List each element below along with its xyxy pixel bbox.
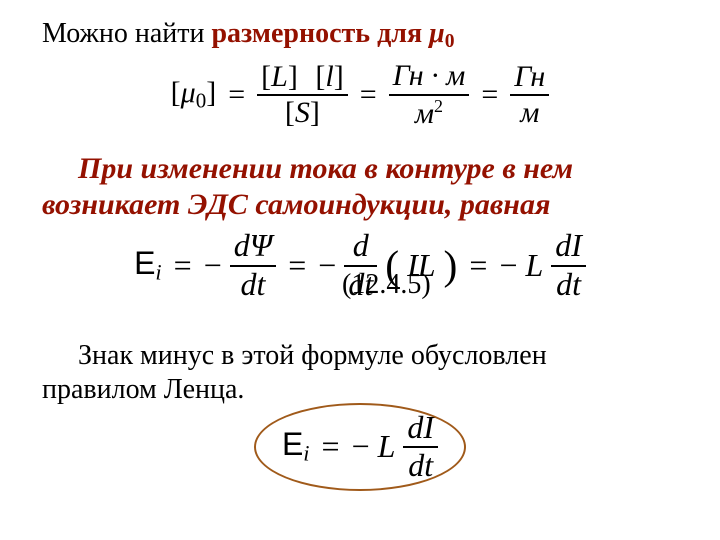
E-sym: E [134, 245, 155, 281]
mu0-sub: 0 [196, 88, 207, 112]
den: dt [552, 268, 585, 302]
l-sym: l [325, 60, 333, 93]
den2-exp: 2 [434, 96, 443, 116]
equation-number: (12.4.5) [342, 269, 431, 301]
lenz-line-1: Знак минус в этой формуле обусловлен [78, 340, 547, 371]
frac-dpsi: dΨ dt [230, 229, 277, 301]
neg: − [204, 247, 222, 284]
E-sub: i [155, 260, 161, 285]
L-sym: L [525, 247, 543, 284]
L-sym: L [271, 60, 288, 93]
br-close: ] [334, 60, 344, 93]
mu-subscript: 0 [445, 31, 455, 52]
mu-symbol: μ [429, 18, 445, 49]
num3: Гн [514, 60, 545, 93]
intro-line: Можно найти размерность для μ0 [42, 16, 678, 54]
mu0-sym: μ [181, 76, 196, 109]
den: dt [237, 268, 270, 302]
br-open: [ [171, 76, 181, 109]
frac-dI: dI dt [551, 229, 586, 301]
num2: Гн · м [393, 59, 466, 92]
E-sym: E [282, 426, 303, 462]
den3: м [520, 96, 539, 129]
frac-1: [L] [l] [S] [257, 61, 348, 129]
frac-2: Гн · м м2 [389, 60, 470, 129]
num: dΨ [230, 229, 277, 263]
br-open: [ [261, 60, 271, 93]
eq: = [170, 247, 196, 284]
emf-lhs: Ei [134, 245, 162, 286]
neg: − [499, 247, 517, 284]
neg: − [352, 428, 370, 465]
formula-final: Ei = − L dI dt [42, 411, 678, 483]
eq: = [477, 78, 502, 112]
lenz-line-2: правилом Ленца. [42, 374, 244, 405]
frac-3: Гн м [510, 61, 549, 129]
emf-statement: При изменении тока в контуре в нем возни… [42, 151, 678, 223]
slide: Можно найти размерность для μ0 [μ0] = [L… [0, 0, 720, 540]
L-sym: L [378, 428, 396, 465]
br-close: ] [206, 76, 216, 109]
den2-base: м [415, 97, 434, 130]
den: dt [404, 449, 437, 483]
num: d [349, 229, 373, 263]
num: dI [551, 229, 586, 263]
intro-red-prefix: размерность для [211, 18, 429, 49]
num: dI [403, 411, 438, 445]
br-close: ] [310, 96, 320, 129]
br-open: [ [285, 96, 295, 129]
eq: = [318, 428, 344, 465]
formula-mu0: [μ0] = [L] [l] [S] = Гн · м м2 = [42, 60, 678, 129]
formula-emf: Ei = − dΨ dt = − d dt (IL) = − L dI dt [42, 229, 678, 299]
intro-red: размерность для μ0 [211, 18, 454, 49]
S-sym: S [295, 96, 310, 129]
mu0-lhs: [μ0] [171, 76, 217, 113]
frac-final: dI dt [403, 411, 438, 483]
eq: = [356, 78, 381, 112]
eq: = [224, 78, 249, 112]
E-sub: i [303, 441, 309, 466]
eq: = [284, 247, 310, 284]
statement-line-1: При изменении тока в контуре в нем [78, 152, 573, 185]
br-open: [ [315, 60, 325, 93]
paren-close: ) [444, 241, 458, 289]
intro-plain: Можно найти [42, 18, 211, 49]
statement-line-2: возникает ЭДС самоиндукции, равная [42, 188, 550, 221]
br-close: ] [288, 60, 298, 93]
neg: − [318, 247, 336, 284]
eq: = [465, 247, 491, 284]
lenz-text: Знак минус в этой формуле обусловлен пра… [42, 339, 678, 406]
emf-lhs: Ei [282, 426, 310, 467]
